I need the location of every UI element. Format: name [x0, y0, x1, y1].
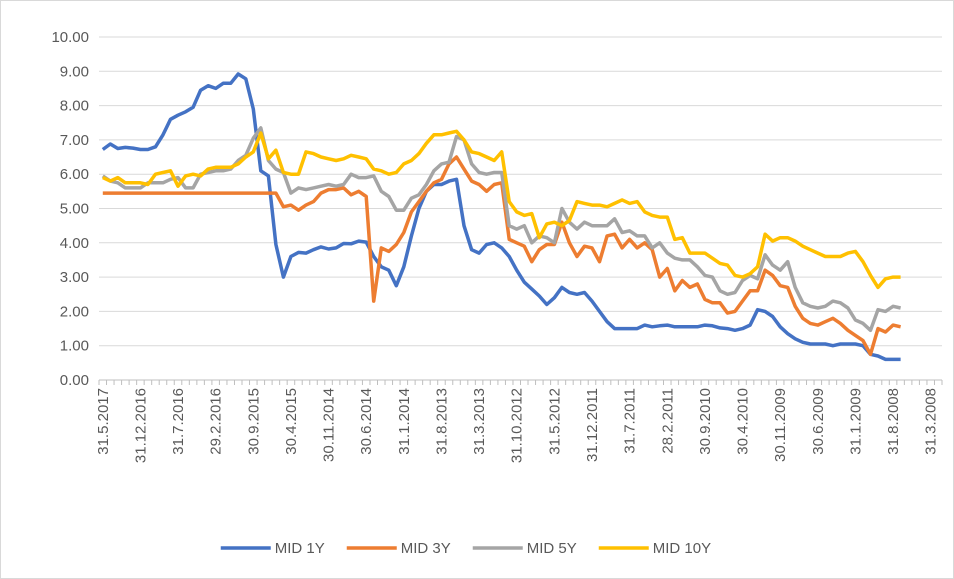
x-tick-label: 30.6.2009 — [810, 388, 827, 455]
y-tick-label: 3.00 — [60, 269, 89, 286]
y-tick-label: 0.00 — [60, 372, 89, 389]
x-tick-label: 31.5.2017 — [95, 388, 112, 455]
x-tick-label: 30.4.2010 — [735, 388, 752, 455]
x-tick-label: 31.3.2013 — [471, 388, 488, 455]
y-tick-label: 6.00 — [60, 166, 89, 183]
y-tick-label: 9.00 — [60, 63, 89, 80]
x-tick-label: 31.7.2016 — [170, 388, 187, 455]
x-tick-label: 30.9.2010 — [697, 388, 714, 455]
x-tick-label: 31.8.2013 — [433, 388, 450, 455]
y-tick-label: 8.00 — [60, 98, 89, 115]
x-tick-label: 30.11.2009 — [772, 388, 789, 462]
x-tick-label: 31.1.2009 — [847, 388, 864, 455]
y-tick-label: 2.00 — [60, 303, 89, 320]
x-tick-label: 31.7.2011 — [622, 388, 639, 454]
x-tick-label: 31.1.2014 — [396, 388, 413, 455]
x-tick-label: 31.10.2012 — [509, 388, 526, 463]
legend-label: MID 10Y — [653, 540, 711, 557]
legend-label: MID 1Y — [275, 540, 325, 557]
y-tick-label: 4.00 — [60, 235, 89, 252]
x-tick-label: 28.2.2011 — [659, 388, 676, 454]
x-tick-label: 30.11.2014 — [321, 388, 338, 462]
series-line — [102, 129, 901, 290]
x-tick-label: 29.2.2016 — [208, 388, 225, 455]
x-tick-label: 31.8.2008 — [885, 388, 902, 455]
x-tick-label: 31.12.2011 — [584, 388, 601, 462]
x-tick-label: 31.3.2008 — [923, 388, 940, 455]
series-line — [101, 72, 901, 362]
x-tick-label: 30.4.2015 — [283, 388, 300, 455]
y-tick-label: 1.00 — [60, 338, 89, 355]
y-tick-label: 7.00 — [60, 132, 89, 149]
y-tick-label: 10.00 — [51, 29, 89, 46]
x-tick-label: 31.5.2012 — [546, 388, 563, 455]
x-tick-label: 30.6.2014 — [358, 388, 375, 455]
y-tick-label: 5.00 — [60, 201, 89, 218]
legend-label: MID 5Y — [527, 540, 577, 557]
x-tick-label: 30.9.2015 — [245, 388, 262, 455]
x-tick-label: 31.12.2016 — [132, 388, 149, 463]
legend-label: MID 3Y — [401, 540, 451, 557]
